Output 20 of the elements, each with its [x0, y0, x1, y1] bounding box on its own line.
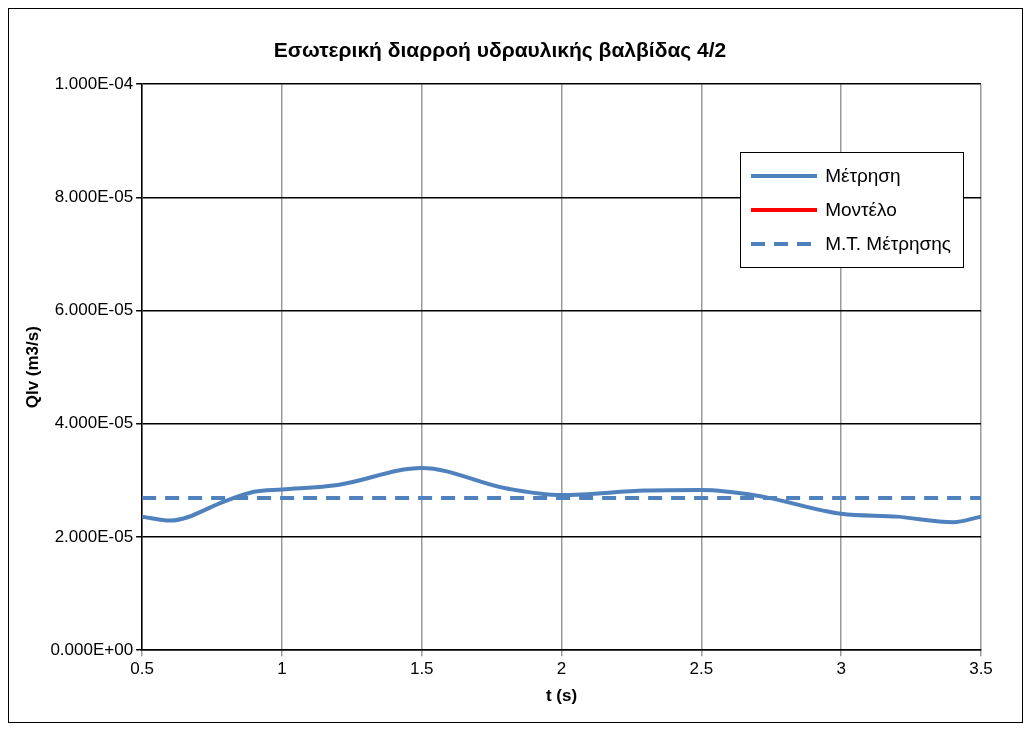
x-axis-title: t (s) — [545, 686, 578, 706]
chart-title: Εσωτερική διαρροή υδραυλικής βαλβίδας 4/2 — [273, 38, 727, 63]
legend-label: Μοντέλο — [825, 199, 897, 221]
x-tick-label: 1 — [277, 659, 287, 679]
x-tick-label: 1.5 — [409, 659, 434, 679]
line-series — [142, 465, 981, 525]
legend-label: Μέτρηση — [825, 165, 901, 187]
legend-label: Μ.Τ. Μέτρησης — [825, 233, 951, 255]
y-tick-label: 4.000E-05 — [54, 413, 134, 433]
x-tick-label: 0.5 — [130, 659, 154, 679]
x-tick-label: 3 — [836, 659, 846, 679]
y-tick-label: 0.000E+00 — [50, 639, 134, 659]
y-tick-label: 1.000E-04 — [54, 73, 134, 93]
y-tick-label: 2.000E-05 — [54, 526, 134, 546]
x-tick-label: 2.5 — [689, 659, 714, 679]
x-tick-label: 3.5 — [969, 659, 993, 679]
x-tick-label: 2 — [556, 659, 567, 679]
y-tick-label: 8.000E-05 — [54, 187, 134, 207]
y-axis-title: Qlv (m3/s) — [22, 326, 42, 409]
y-tick-label: 6.000E-05 — [54, 300, 134, 320]
